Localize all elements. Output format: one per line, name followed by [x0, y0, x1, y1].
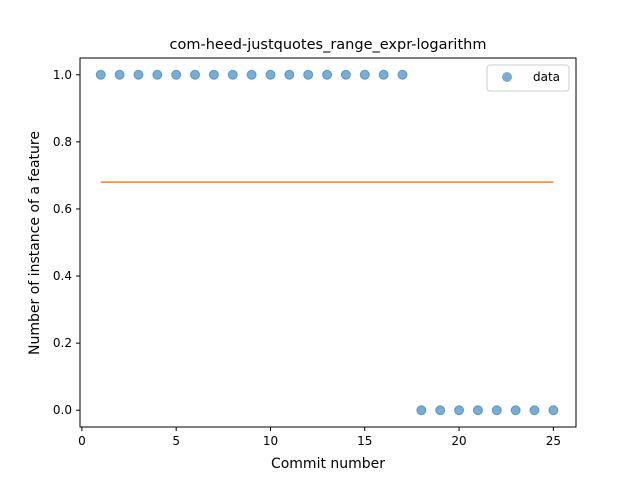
- x-tick-label: 20: [451, 434, 466, 448]
- data-point: [190, 69, 201, 80]
- data-point: [227, 69, 238, 80]
- y-tick-label: 1.0: [53, 68, 72, 82]
- data-point: [378, 69, 389, 80]
- x-tick-label: 15: [357, 434, 372, 448]
- data-point: [114, 69, 125, 80]
- y-tick-label: 0.6: [53, 202, 72, 216]
- y-axis-ticks: 0.0 0.2 0.4 0.6 0.8 1.0: [53, 68, 80, 417]
- data-point: [435, 405, 446, 416]
- data-point: [491, 405, 502, 416]
- y-tick-label: 0.2: [53, 336, 72, 350]
- data-point: [416, 405, 427, 416]
- x-axis-label: Commit number: [271, 456, 385, 472]
- data-point: [246, 69, 257, 80]
- data-point: [359, 69, 370, 80]
- data-point: [340, 69, 351, 80]
- data-point: [95, 69, 106, 80]
- x-tick-label: 0: [78, 434, 86, 448]
- data-point: [529, 405, 540, 416]
- data-point: [397, 69, 408, 80]
- legend-marker: [502, 72, 512, 82]
- data-point: [472, 405, 483, 416]
- plot-area: [95, 69, 559, 416]
- data-point: [152, 69, 163, 80]
- legend: data: [486, 64, 570, 92]
- data-point: [133, 69, 144, 80]
- data-point: [322, 69, 333, 80]
- data-point: [171, 69, 182, 80]
- y-tick-label: 0.8: [53, 135, 72, 149]
- legend-label-data: data: [533, 70, 560, 84]
- data-point: [265, 69, 276, 80]
- x-tick-label: 25: [546, 434, 561, 448]
- y-axis-label: Number of instance of a feature: [27, 131, 43, 355]
- y-tick-label: 0.0: [53, 403, 72, 417]
- data-point: [454, 405, 465, 416]
- data-point: [208, 69, 219, 80]
- data-point: [548, 405, 559, 416]
- data-point: [303, 69, 314, 80]
- chart-title: com-heed-justquotes_range_expr-logarithm: [170, 37, 487, 53]
- data-point: [510, 405, 521, 416]
- x-tick-label: 10: [263, 434, 278, 448]
- data-point: [284, 69, 295, 80]
- plot-frame: [79, 57, 577, 428]
- x-tick-label: 5: [172, 434, 180, 448]
- y-tick-label: 0.4: [53, 269, 72, 283]
- legend-box: [486, 64, 570, 92]
- x-axis-ticks: 0 5 10 15 20 25: [78, 427, 561, 448]
